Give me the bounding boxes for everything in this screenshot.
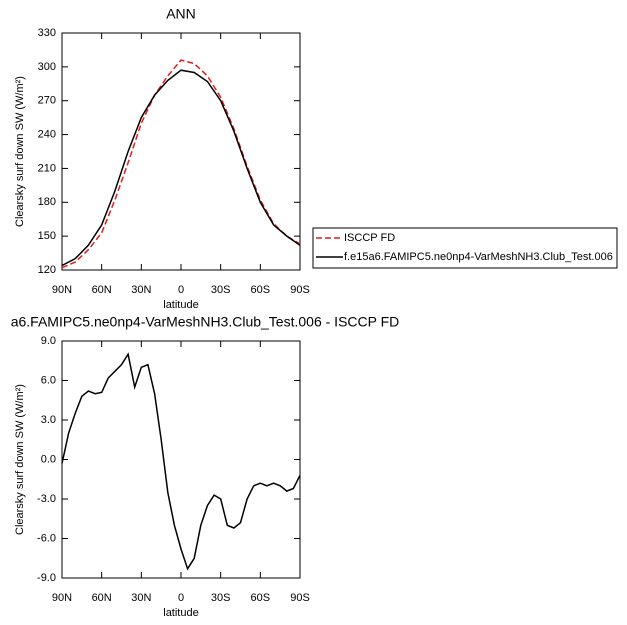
x-tick-label: 60N: [92, 284, 112, 296]
plot-frame: [61, 340, 301, 579]
legend-label: f.e15a6.FAMIPC5.ne0np4-VarMeshNH3.Club_T…: [344, 251, 613, 263]
x-axis-label: latitude: [163, 299, 198, 311]
legend-box: [312, 227, 618, 269]
x-tick-label: 90S: [290, 284, 310, 296]
y-tick-label: 120: [38, 264, 56, 276]
chart-title: a6.FAMIPC5.ne0np4-VarMeshNH3.Club_Test.0…: [11, 314, 400, 330]
y-tick-label: -9.0: [37, 572, 56, 584]
series-line: [61, 59, 301, 269]
x-tick-label: 30S: [211, 592, 231, 604]
x-tick-label: 90N: [52, 284, 72, 296]
x-tick-label: 30N: [131, 592, 151, 604]
x-tick-label: 0: [178, 284, 184, 296]
y-tick-label: 330: [38, 27, 56, 39]
series-line: [61, 69, 301, 267]
y-axis-label: Clearsky surf down SW (W/m²): [14, 384, 26, 535]
y-tick-label: 0.0: [41, 453, 56, 465]
x-tick-label: 90N: [52, 592, 72, 604]
y-tick-label: 240: [38, 128, 56, 140]
y-tick-label: 150: [38, 230, 56, 242]
y-tick-label: 9.0: [41, 335, 56, 347]
legend-label: ISCCP FD: [344, 232, 395, 244]
y-tick-label: 3.0: [41, 414, 56, 426]
x-tick-label: 30S: [211, 284, 231, 296]
y-tick-label: 270: [38, 95, 56, 107]
chart-title: ANN: [166, 6, 196, 22]
x-tick-label: 60N: [92, 592, 112, 604]
x-tick-label: 0: [178, 592, 184, 604]
x-axis-label: latitude: [163, 607, 198, 619]
y-tick-label: -3.0: [37, 493, 56, 505]
y-tick-label: -6.0: [37, 532, 56, 544]
series-line: [61, 352, 301, 571]
y-tick-label: 210: [38, 162, 56, 174]
x-tick-label: 90S: [290, 592, 310, 604]
y-axis-label: Clearsky surf down SW (W/m²): [14, 76, 26, 227]
plot-frame: [61, 32, 301, 271]
x-tick-label: 30N: [131, 284, 151, 296]
y-tick-label: 6.0: [41, 374, 56, 386]
y-tick-label: 300: [38, 61, 56, 73]
x-tick-label: 60S: [251, 592, 271, 604]
x-tick-label: 60S: [251, 284, 271, 296]
y-tick-label: 180: [38, 196, 56, 208]
